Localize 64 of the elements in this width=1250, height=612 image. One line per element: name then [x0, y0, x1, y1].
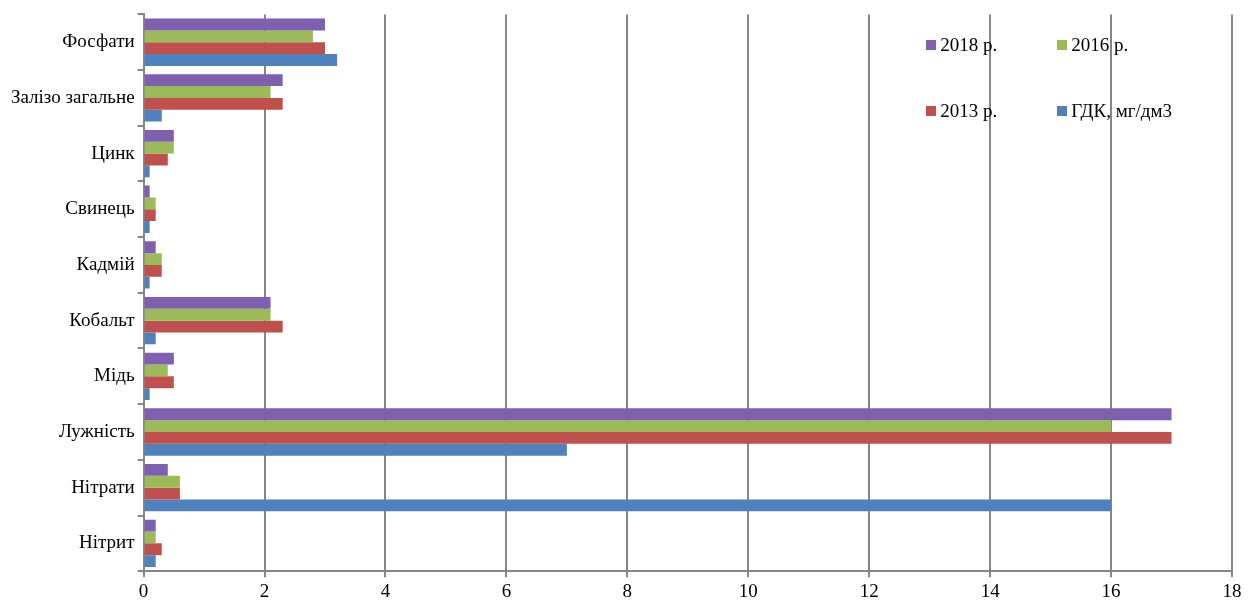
bar — [144, 464, 168, 476]
legend-label: 2013 р. — [940, 100, 998, 123]
bar — [144, 209, 156, 222]
bar — [144, 86, 271, 98]
y-tick-label: Нітрати — [71, 475, 135, 497]
bar — [144, 499, 1112, 512]
y-tick-label: Цинк — [91, 141, 136, 163]
x-tick-label: 2 — [259, 579, 270, 601]
bar — [144, 18, 325, 31]
bar — [144, 376, 174, 389]
bar — [144, 432, 1172, 444]
bar — [144, 185, 150, 198]
y-tick-label: Свинець — [65, 197, 135, 219]
bar — [144, 531, 156, 544]
x-tick-label: 6 — [501, 579, 512, 601]
bar — [144, 241, 156, 254]
y-tick-label: Кадмій — [76, 252, 135, 274]
bar — [144, 487, 180, 500]
bar — [144, 420, 1112, 432]
y-tick-label: Нітрит — [79, 531, 136, 553]
x-tick-label: 18 — [1222, 579, 1242, 601]
bar — [144, 475, 180, 488]
bar — [144, 153, 168, 166]
bar — [144, 555, 156, 568]
bar — [144, 253, 162, 265]
bar — [144, 543, 162, 556]
bar — [144, 364, 168, 377]
bar — [144, 408, 1172, 421]
bar — [144, 30, 313, 43]
bar — [144, 54, 338, 66]
y-tick-label: Залізо загальне — [10, 85, 135, 107]
bar — [144, 296, 271, 309]
bar — [144, 352, 174, 365]
bar — [144, 109, 162, 122]
bar — [144, 165, 150, 178]
x-tick-label: 12 — [859, 579, 879, 601]
x-tick-label: 0 — [138, 579, 149, 601]
bar — [144, 264, 162, 277]
legend-label: 2018 р. — [940, 34, 998, 57]
x-tick-label: 16 — [1101, 579, 1121, 601]
bar — [144, 129, 174, 142]
bar — [144, 519, 156, 532]
y-tick-label: Мідь — [94, 364, 135, 386]
bar — [144, 388, 150, 400]
bar — [144, 308, 271, 321]
bar — [144, 74, 283, 87]
y-tick-label: Лужність — [58, 419, 135, 441]
x-tick-label: 10 — [738, 579, 758, 601]
x-tick-label: 4 — [380, 579, 391, 601]
y-tick-label: Фосфати — [62, 30, 135, 52]
bar — [144, 443, 567, 456]
bar — [144, 332, 156, 345]
bar — [144, 276, 150, 289]
bar — [144, 197, 156, 210]
x-tick-label: 14 — [980, 579, 1001, 601]
bar — [144, 221, 150, 233]
legend-label: ГДК, мг/дм3 — [1071, 100, 1172, 123]
y-tick-label: Кобальт — [69, 308, 136, 330]
bar — [144, 97, 283, 110]
legend-label: 2016 р. — [1071, 34, 1129, 57]
bar — [144, 42, 325, 55]
bar — [144, 141, 174, 154]
bar — [144, 320, 283, 333]
x-tick-label: 8 — [622, 579, 633, 601]
